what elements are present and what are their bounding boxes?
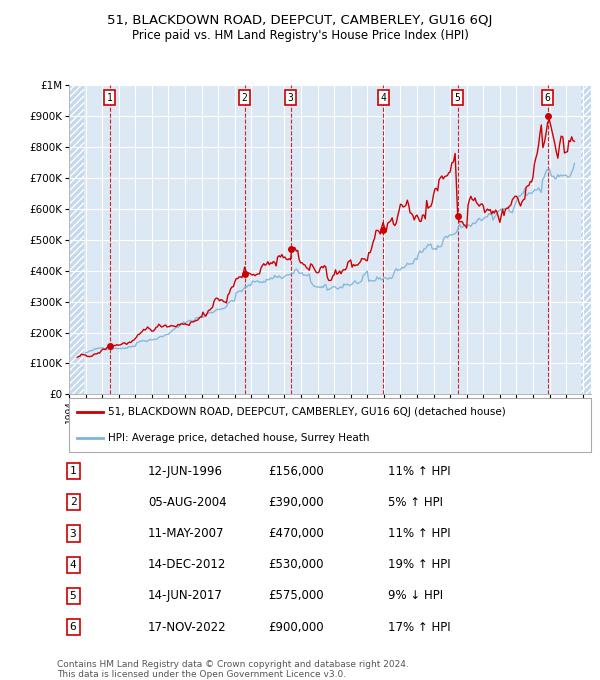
Text: 1: 1 xyxy=(107,92,113,103)
Text: 6: 6 xyxy=(70,622,76,632)
Text: 1: 1 xyxy=(70,466,76,476)
FancyBboxPatch shape xyxy=(69,398,591,452)
Text: 14-DEC-2012: 14-DEC-2012 xyxy=(148,558,226,571)
Text: 14-JUN-2017: 14-JUN-2017 xyxy=(148,590,223,602)
Text: £470,000: £470,000 xyxy=(268,527,324,540)
Text: 11% ↑ HPI: 11% ↑ HPI xyxy=(388,464,451,477)
Text: 05-AUG-2004: 05-AUG-2004 xyxy=(148,496,226,509)
Text: 17% ↑ HPI: 17% ↑ HPI xyxy=(388,621,451,634)
Text: 5: 5 xyxy=(70,591,76,601)
Text: 4: 4 xyxy=(70,560,76,570)
Text: £900,000: £900,000 xyxy=(268,621,324,634)
Text: 17-NOV-2022: 17-NOV-2022 xyxy=(148,621,226,634)
Text: 2: 2 xyxy=(242,92,248,103)
Text: 5: 5 xyxy=(455,92,461,103)
Text: £575,000: £575,000 xyxy=(268,590,324,602)
Text: 5% ↑ HPI: 5% ↑ HPI xyxy=(388,496,443,509)
Text: 3: 3 xyxy=(287,92,293,103)
Text: 11-MAY-2007: 11-MAY-2007 xyxy=(148,527,224,540)
Text: Contains HM Land Registry data © Crown copyright and database right 2024.: Contains HM Land Registry data © Crown c… xyxy=(57,660,409,668)
Text: 6: 6 xyxy=(545,92,551,103)
Text: £156,000: £156,000 xyxy=(268,464,324,477)
Text: 51, BLACKDOWN ROAD, DEEPCUT, CAMBERLEY, GU16 6QJ: 51, BLACKDOWN ROAD, DEEPCUT, CAMBERLEY, … xyxy=(107,14,493,27)
Bar xyxy=(581,85,591,394)
Text: 19% ↑ HPI: 19% ↑ HPI xyxy=(388,558,451,571)
Text: 11% ↑ HPI: 11% ↑ HPI xyxy=(388,527,451,540)
Bar xyxy=(69,85,84,394)
Text: £390,000: £390,000 xyxy=(268,496,324,509)
Text: HPI: Average price, detached house, Surrey Heath: HPI: Average price, detached house, Surr… xyxy=(108,432,370,443)
Text: 3: 3 xyxy=(70,528,76,539)
Text: 2: 2 xyxy=(70,497,76,507)
Text: 4: 4 xyxy=(380,92,386,103)
Text: 51, BLACKDOWN ROAD, DEEPCUT, CAMBERLEY, GU16 6QJ (detached house): 51, BLACKDOWN ROAD, DEEPCUT, CAMBERLEY, … xyxy=(108,407,506,418)
Text: £530,000: £530,000 xyxy=(269,558,324,571)
Text: 9% ↓ HPI: 9% ↓ HPI xyxy=(388,590,443,602)
Text: 12-JUN-1996: 12-JUN-1996 xyxy=(148,464,223,477)
Text: This data is licensed under the Open Government Licence v3.0.: This data is licensed under the Open Gov… xyxy=(57,670,346,679)
Text: Price paid vs. HM Land Registry's House Price Index (HPI): Price paid vs. HM Land Registry's House … xyxy=(131,29,469,41)
